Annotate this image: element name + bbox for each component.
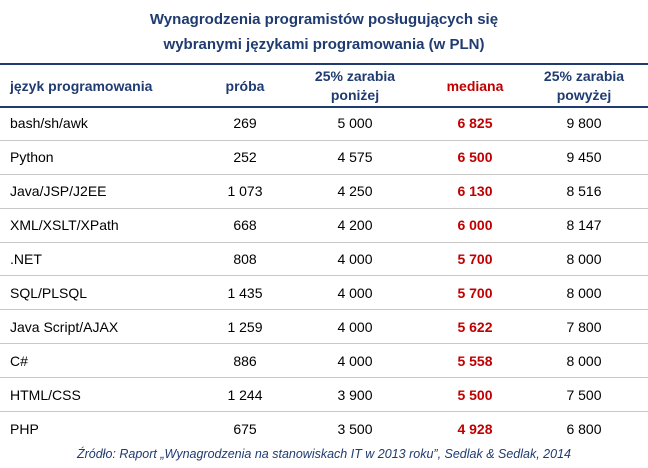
cell-median: 5 622 — [457, 318, 493, 335]
cell-language: XML/XSLT/XPath — [10, 217, 119, 234]
cell-language: Java/JSP/J2EE — [10, 183, 107, 200]
cell-median: 5 500 — [457, 386, 493, 403]
cell-median: 5 700 — [457, 284, 493, 301]
table-row: bash/sh/awk 269 5 000 6 825 9 800 — [0, 107, 648, 141]
cell-sample: 1 259 — [227, 318, 263, 335]
cell-language: Java Script/AJAX — [10, 318, 119, 335]
cell-language: HTML/CSS — [10, 386, 81, 403]
cell-sample: 1 073 — [227, 183, 263, 200]
table-row: Java Script/AJAX 1 259 4 000 5 622 7 800 — [0, 310, 648, 345]
table-row: .NET 808 4 000 5 700 8 000 — [0, 243, 648, 277]
cell-lower25: 4 250 — [337, 183, 373, 200]
header-lower25: 25% zarabia poniżej — [314, 68, 396, 103]
cell-median: 6 000 — [457, 217, 493, 234]
cell-median: 5 558 — [457, 352, 493, 369]
cell-lower25: 4 000 — [337, 284, 373, 301]
table-row: PHP 675 3 500 4 928 6 800 — [0, 412, 648, 446]
cell-upper25: 8 147 — [566, 217, 602, 234]
cell-upper25: 8 000 — [566, 284, 602, 301]
table-row: Python 252 4 575 6 500 9 450 — [0, 141, 648, 175]
cell-lower25: 4 000 — [337, 318, 373, 335]
table-row: SQL/PLSQL 1 435 4 000 5 700 8 000 — [0, 276, 648, 311]
cell-lower25: 4 000 — [337, 352, 373, 369]
cell-upper25: 6 800 — [566, 420, 602, 437]
cell-upper25: 7 500 — [566, 386, 602, 403]
cell-sample: 886 — [233, 352, 257, 369]
cell-language: .NET — [10, 251, 42, 267]
source-note: Źródło: Raport „Wynagrodzenia na stanowi… — [76, 447, 571, 461]
cell-language: SQL/PLSQL — [10, 284, 88, 301]
cell-sample: 668 — [233, 217, 257, 234]
table-body: bash/sh/awk 269 5 000 6 825 9 800 Python 252 4 … — [0, 107, 648, 446]
cell-upper25: 8 516 — [566, 183, 602, 200]
cell-upper25: 9 450 — [566, 149, 602, 166]
table-row: Java/JSP/J2EE 1 073 4 250 6 130 8 516 — [0, 175, 648, 209]
cell-language: PHP — [10, 420, 39, 437]
header-sample: próba — [225, 77, 265, 94]
cell-upper25: 7 800 — [566, 318, 602, 335]
title-line-2: wybranymi językami programowania (w PLN) — [163, 36, 485, 53]
table-row: C# 886 4 000 5 558 8 000 — [0, 344, 648, 379]
cell-lower25: 3 500 — [337, 420, 373, 437]
cell-lower25: 4 200 — [337, 217, 373, 234]
cell-upper25: 8 000 — [566, 352, 602, 369]
title-line-1: Wynagrodzenia programistów posługujących… — [149, 11, 499, 28]
table-title: Wynagrodzenia programistów posługujących… — [0, 7, 648, 57]
cell-language: bash/sh/awk — [10, 115, 88, 132]
cell-median: 6 130 — [457, 183, 493, 200]
cell-sample: 1 244 — [227, 386, 263, 403]
cell-lower25: 4 000 — [337, 251, 373, 267]
header-top-rule — [0, 63, 648, 65]
header-upper25: 25% zarabia powyżej — [543, 68, 625, 103]
cell-sample: 808 — [233, 251, 257, 267]
header-median: mediana — [446, 77, 504, 94]
cell-lower25: 5 000 — [337, 115, 373, 132]
header-language: język programowania — [10, 77, 153, 94]
cell-sample: 269 — [233, 115, 257, 132]
cell-median: 6 825 — [457, 115, 493, 132]
cell-lower25: 4 575 — [337, 149, 373, 166]
cell-median: 5 700 — [457, 251, 493, 267]
cell-sample: 1 435 — [227, 284, 263, 301]
cell-upper25: 8 000 — [566, 251, 602, 267]
cell-upper25: 9 800 — [566, 115, 602, 132]
header-bottom-rule — [0, 106, 648, 108]
table-row: HTML/CSS 1 244 3 900 5 500 7 500 — [0, 378, 648, 413]
cell-sample: 675 — [233, 420, 257, 437]
cell-median: 6 500 — [457, 149, 493, 166]
cell-language: C# — [10, 352, 28, 369]
table-row: XML/XSLT/XPath 668 4 200 6 000 8 147 — [0, 209, 648, 243]
cell-lower25: 3 900 — [337, 386, 373, 403]
cell-sample: 252 — [233, 149, 257, 166]
cell-median: 4 928 — [457, 420, 493, 437]
cell-language: Python — [10, 149, 54, 166]
